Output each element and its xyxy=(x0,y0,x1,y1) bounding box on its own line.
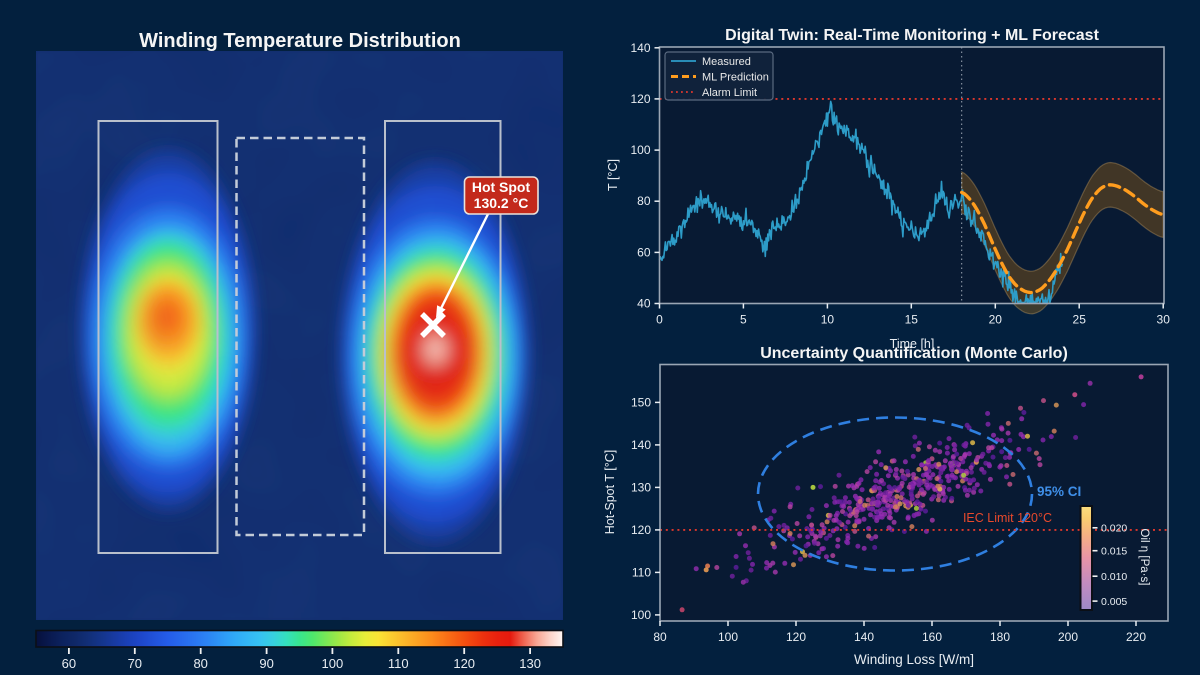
svg-text:100: 100 xyxy=(631,608,651,622)
svg-text:60: 60 xyxy=(62,656,76,671)
svg-text:Time [h]: Time [h] xyxy=(890,337,935,351)
svg-text:110: 110 xyxy=(632,565,651,579)
svg-text:0.015: 0.015 xyxy=(1101,546,1127,558)
svg-text:130.2 °C: 130.2 °C xyxy=(474,195,529,211)
svg-text:20: 20 xyxy=(989,313,1003,327)
svg-text:ML Prediction: ML Prediction xyxy=(702,72,769,84)
svg-text:80: 80 xyxy=(653,630,667,644)
svg-text:110: 110 xyxy=(388,656,409,671)
svg-text:120: 120 xyxy=(786,630,806,644)
svg-text:140: 140 xyxy=(854,630,874,644)
svg-text:130: 130 xyxy=(631,480,651,494)
svg-text:5: 5 xyxy=(740,313,747,327)
svg-text:T [°C]: T [°C] xyxy=(606,159,620,191)
svg-text:100: 100 xyxy=(718,630,738,644)
svg-text:Oil η [Pa·s]: Oil η [Pa·s] xyxy=(1138,529,1150,586)
svg-text:15: 15 xyxy=(905,313,919,327)
svg-text:25: 25 xyxy=(1073,313,1087,327)
svg-text:Alarm Limit: Alarm Limit xyxy=(702,87,757,99)
svg-text:220: 220 xyxy=(1126,630,1146,644)
svg-text:0.005: 0.005 xyxy=(1101,596,1127,608)
svg-text:120: 120 xyxy=(631,523,651,537)
svg-text:Uncertainty Quantification (Mo: Uncertainty Quantification (Monte Carlo) xyxy=(760,345,1068,362)
svg-text:95% CI: 95% CI xyxy=(1037,484,1081,499)
svg-text:150: 150 xyxy=(631,395,651,409)
svg-text:70: 70 xyxy=(128,656,142,671)
svg-text:90: 90 xyxy=(259,656,273,671)
svg-text:180: 180 xyxy=(990,630,1010,644)
svg-text:30: 30 xyxy=(1157,313,1171,327)
svg-text:0: 0 xyxy=(656,313,663,327)
svg-text:0.010: 0.010 xyxy=(1101,571,1127,583)
svg-text:Hot Spot: Hot Spot xyxy=(472,179,531,195)
svg-text:80: 80 xyxy=(637,194,651,208)
svg-text:120: 120 xyxy=(453,656,475,671)
svg-text:100: 100 xyxy=(322,656,344,671)
svg-text:80: 80 xyxy=(193,656,207,671)
svg-text:60: 60 xyxy=(637,245,651,259)
svg-text:200: 200 xyxy=(1058,630,1078,644)
svg-text:10: 10 xyxy=(821,313,835,327)
svg-text:140: 140 xyxy=(630,41,650,55)
svg-text:Winding Loss [W/m]: Winding Loss [W/m] xyxy=(854,652,974,667)
svg-text:40: 40 xyxy=(637,297,651,311)
svg-text:0.020: 0.020 xyxy=(1101,523,1127,535)
svg-text:Hot-Spot T [°C]: Hot-Spot T [°C] xyxy=(603,450,617,534)
svg-text:IEC Limit 120°C: IEC Limit 120°C xyxy=(963,511,1052,525)
svg-text:140: 140 xyxy=(631,438,651,452)
svg-text:Digital Twin: Real-Time Monito: Digital Twin: Real-Time Monitoring + ML … xyxy=(725,27,1099,44)
svg-text:Winding Temperature Distributi: Winding Temperature Distribution xyxy=(139,30,461,52)
svg-text:100: 100 xyxy=(630,143,650,157)
svg-text:Measured: Measured xyxy=(702,56,751,68)
svg-text:120: 120 xyxy=(630,92,650,106)
svg-text:130: 130 xyxy=(519,656,541,671)
svg-text:160: 160 xyxy=(922,630,942,644)
